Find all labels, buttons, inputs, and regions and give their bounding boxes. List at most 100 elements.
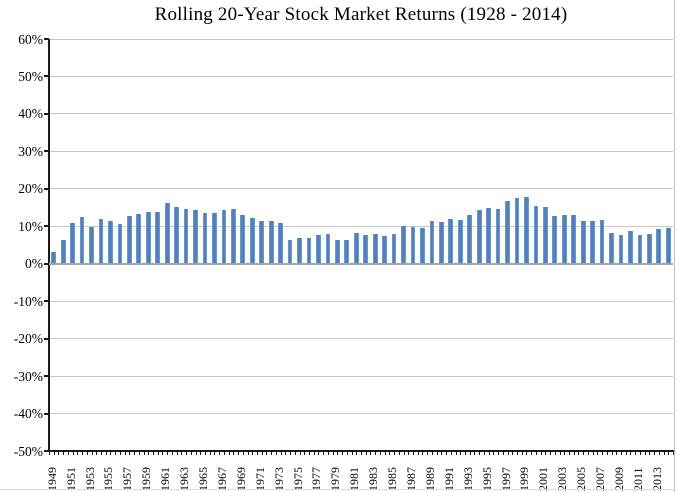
x-axis-tick: [398, 452, 400, 455]
bar-1951: [70, 222, 75, 265]
bar-2007: [599, 219, 605, 265]
x-tick-label: 2007: [593, 467, 608, 491]
x-tick-label: 1961: [158, 467, 173, 491]
gridline--10: [49, 300, 673, 302]
x-axis-tick: [403, 452, 405, 455]
x-tick-label: 1981: [347, 467, 362, 491]
bar-1977: [316, 235, 321, 265]
y-axis-tick: [44, 225, 49, 228]
x-axis-tick: [521, 452, 523, 455]
x-axis-tick: [658, 452, 660, 455]
bar-2000: [533, 205, 539, 265]
x-axis-tick: [119, 452, 121, 455]
x-axis-tick: [233, 452, 235, 455]
bar-1962: [174, 207, 179, 265]
x-axis-tick: [389, 452, 391, 455]
bar-1988: [420, 228, 425, 265]
x-axis-tick: [134, 452, 136, 455]
bar-1987: [410, 227, 416, 265]
bar-1981: [353, 232, 359, 265]
x-axis-tick: [271, 452, 273, 455]
x-axis-tick: [365, 452, 367, 455]
x-axis-tick: [275, 452, 277, 455]
y-tick-label: -30%: [13, 368, 43, 384]
x-tick-label: 1985: [385, 467, 400, 491]
x-axis-tick: [436, 452, 438, 455]
x-tick-label: 1957: [120, 467, 135, 491]
bar-1985: [391, 234, 397, 265]
x-tick-label: 2001: [536, 467, 551, 491]
bar-1996: [495, 208, 501, 265]
x-axis-tick: [209, 452, 211, 455]
bar-1978: [325, 234, 331, 265]
bar-1998: [514, 197, 520, 265]
x-axis-tick: [531, 452, 533, 455]
x-axis-tick: [101, 452, 102, 455]
y-tick-label: 40%: [18, 106, 43, 122]
bar-1997: [505, 201, 510, 265]
y-axis-tick: [44, 187, 49, 190]
x-axis-tick: [517, 452, 518, 455]
x-axis-tick: [417, 452, 419, 455]
x-tick-label: 1965: [196, 467, 210, 491]
y-tick-label: 60%: [18, 31, 43, 47]
chart-title: Rolling 20-Year Stock Market Returns (19…: [154, 4, 568, 25]
x-axis-tick: [72, 452, 74, 455]
x-axis-tick: [592, 452, 594, 455]
x-axis-tick: [625, 452, 627, 455]
x-axis-tick: [96, 452, 98, 455]
x-axis-tick: [427, 452, 429, 455]
bar-2014: [665, 227, 671, 265]
bar-2012: [647, 234, 652, 265]
x-tick-label: 1971: [252, 467, 267, 491]
y-tick-label: 20%: [18, 181, 43, 197]
x-axis-tick: [82, 452, 84, 455]
bar-1975: [297, 237, 302, 265]
x-axis-tick: [540, 452, 542, 455]
x-axis-tick: [124, 452, 126, 455]
bar-1950: [60, 239, 66, 265]
x-tick-label: 1969: [233, 467, 248, 491]
bar-1970: [249, 217, 255, 265]
bar-1974: [287, 239, 293, 265]
bar-1965: [202, 212, 208, 265]
x-axis-tick: [559, 452, 561, 455]
x-axis-tick: [413, 452, 414, 455]
x-axis-tick: [115, 452, 117, 455]
x-axis-tick: [280, 452, 282, 455]
x-axis-tick: [346, 452, 348, 455]
gridline-40: [49, 113, 673, 115]
bar-1959: [145, 212, 151, 265]
x-axis-tick: [242, 452, 244, 455]
x-axis-tick: [148, 452, 150, 455]
x-axis-tick: [351, 452, 353, 455]
y-axis-tick: [44, 38, 49, 40]
bar-2002: [552, 216, 558, 265]
bar-1952: [79, 217, 85, 265]
bar-1993: [467, 214, 473, 265]
x-axis-tick: [564, 452, 566, 455]
bar-2013: [656, 229, 662, 265]
x-axis-tick: [309, 452, 310, 455]
x-axis-tick: [162, 452, 164, 455]
x-axis-tick: [606, 452, 608, 455]
x-axis-tick: [644, 452, 646, 455]
x-axis-tick: [181, 452, 183, 455]
x-axis-tick: [337, 452, 339, 455]
x-axis-tick: [630, 452, 632, 455]
x-axis-tick: [167, 452, 169, 455]
x-axis-tick: [602, 452, 604, 455]
y-axis-tick: [44, 375, 49, 378]
x-axis-tick: [498, 452, 500, 455]
bar-1966: [212, 213, 217, 265]
bar-1964: [193, 209, 198, 265]
bar-2011: [637, 235, 643, 265]
x-axis-tick: [205, 452, 206, 455]
x-tick-label: 1953: [82, 467, 97, 491]
x-axis-tick: [384, 452, 386, 455]
x-axis-tick: [441, 452, 443, 455]
x-axis-tick: [294, 452, 296, 455]
x-axis-tick: [290, 452, 292, 455]
x-axis-tick: [431, 452, 433, 455]
x-axis-tick: [361, 452, 362, 455]
